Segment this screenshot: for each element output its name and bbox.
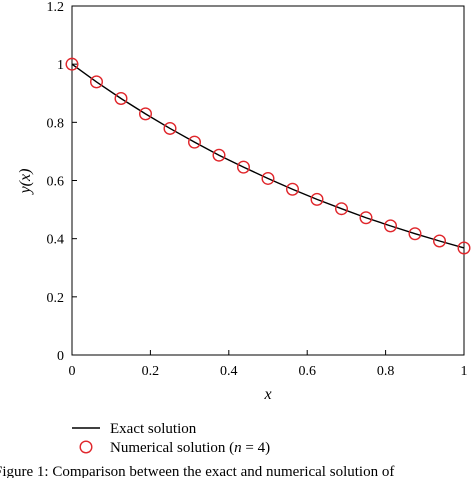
numerical-solution-markers [65, 57, 471, 255]
data-point [408, 227, 422, 241]
y-axis-label: y(x) [17, 169, 34, 196]
data-point [261, 171, 275, 185]
data-point [457, 241, 471, 255]
x-axis-ticks: 0 0.2 0.4 0.6 0.8 1 [69, 350, 468, 379]
x-axis-label: x [263, 386, 271, 403]
data-point [212, 148, 226, 162]
y-tick-label: 0.8 [47, 116, 65, 131]
data-point [163, 121, 177, 135]
x-tick-label: 0.8 [377, 364, 395, 379]
data-point [187, 135, 201, 149]
x-tick-label: 0.4 [220, 364, 238, 379]
y-tick-label: 0.4 [47, 233, 65, 248]
data-point [384, 219, 398, 233]
data-point [335, 202, 349, 216]
y-tick-label: 1 [57, 58, 64, 73]
legend-label-numerical-prefix: Numerical solution ( [110, 440, 234, 456]
legend-label-exact: Exact solution [110, 421, 197, 437]
y-tick-label: 1.2 [47, 0, 65, 15]
data-point [310, 192, 324, 206]
y-axis-ticks: 0 0.2 0.4 0.6 0.8 1 1.2 [47, 0, 77, 364]
x-tick-label: 0.6 [298, 364, 316, 379]
data-point [138, 107, 152, 121]
x-tick-label: 1 [461, 364, 468, 379]
legend-label-numerical-suffix: = 4) [242, 440, 270, 456]
figure-caption: Figure 1: Comparison between the exact a… [0, 464, 394, 478]
data-point [359, 211, 373, 225]
plot-frame [71, 5, 465, 356]
y-tick-label: 0 [57, 349, 64, 364]
legend-label-numerical-var: n [234, 440, 242, 456]
data-point [65, 57, 79, 71]
y-tick-label: 0.6 [47, 175, 65, 190]
data-point [89, 75, 103, 89]
exact-solution-line [71, 63, 465, 249]
data-point [433, 234, 447, 248]
x-tick-label: 0.2 [142, 364, 160, 379]
legend-label-numerical: Numerical solution (n = 4) [110, 440, 270, 456]
data-point [286, 182, 300, 196]
legend-marker-numerical [79, 440, 93, 454]
data-point [236, 160, 250, 174]
data-point [114, 91, 128, 105]
legend: Exact solution Numerical solution (n = 4… [72, 421, 270, 456]
x-tick-label: 0 [69, 364, 76, 379]
y-tick-label: 0.2 [47, 291, 65, 306]
